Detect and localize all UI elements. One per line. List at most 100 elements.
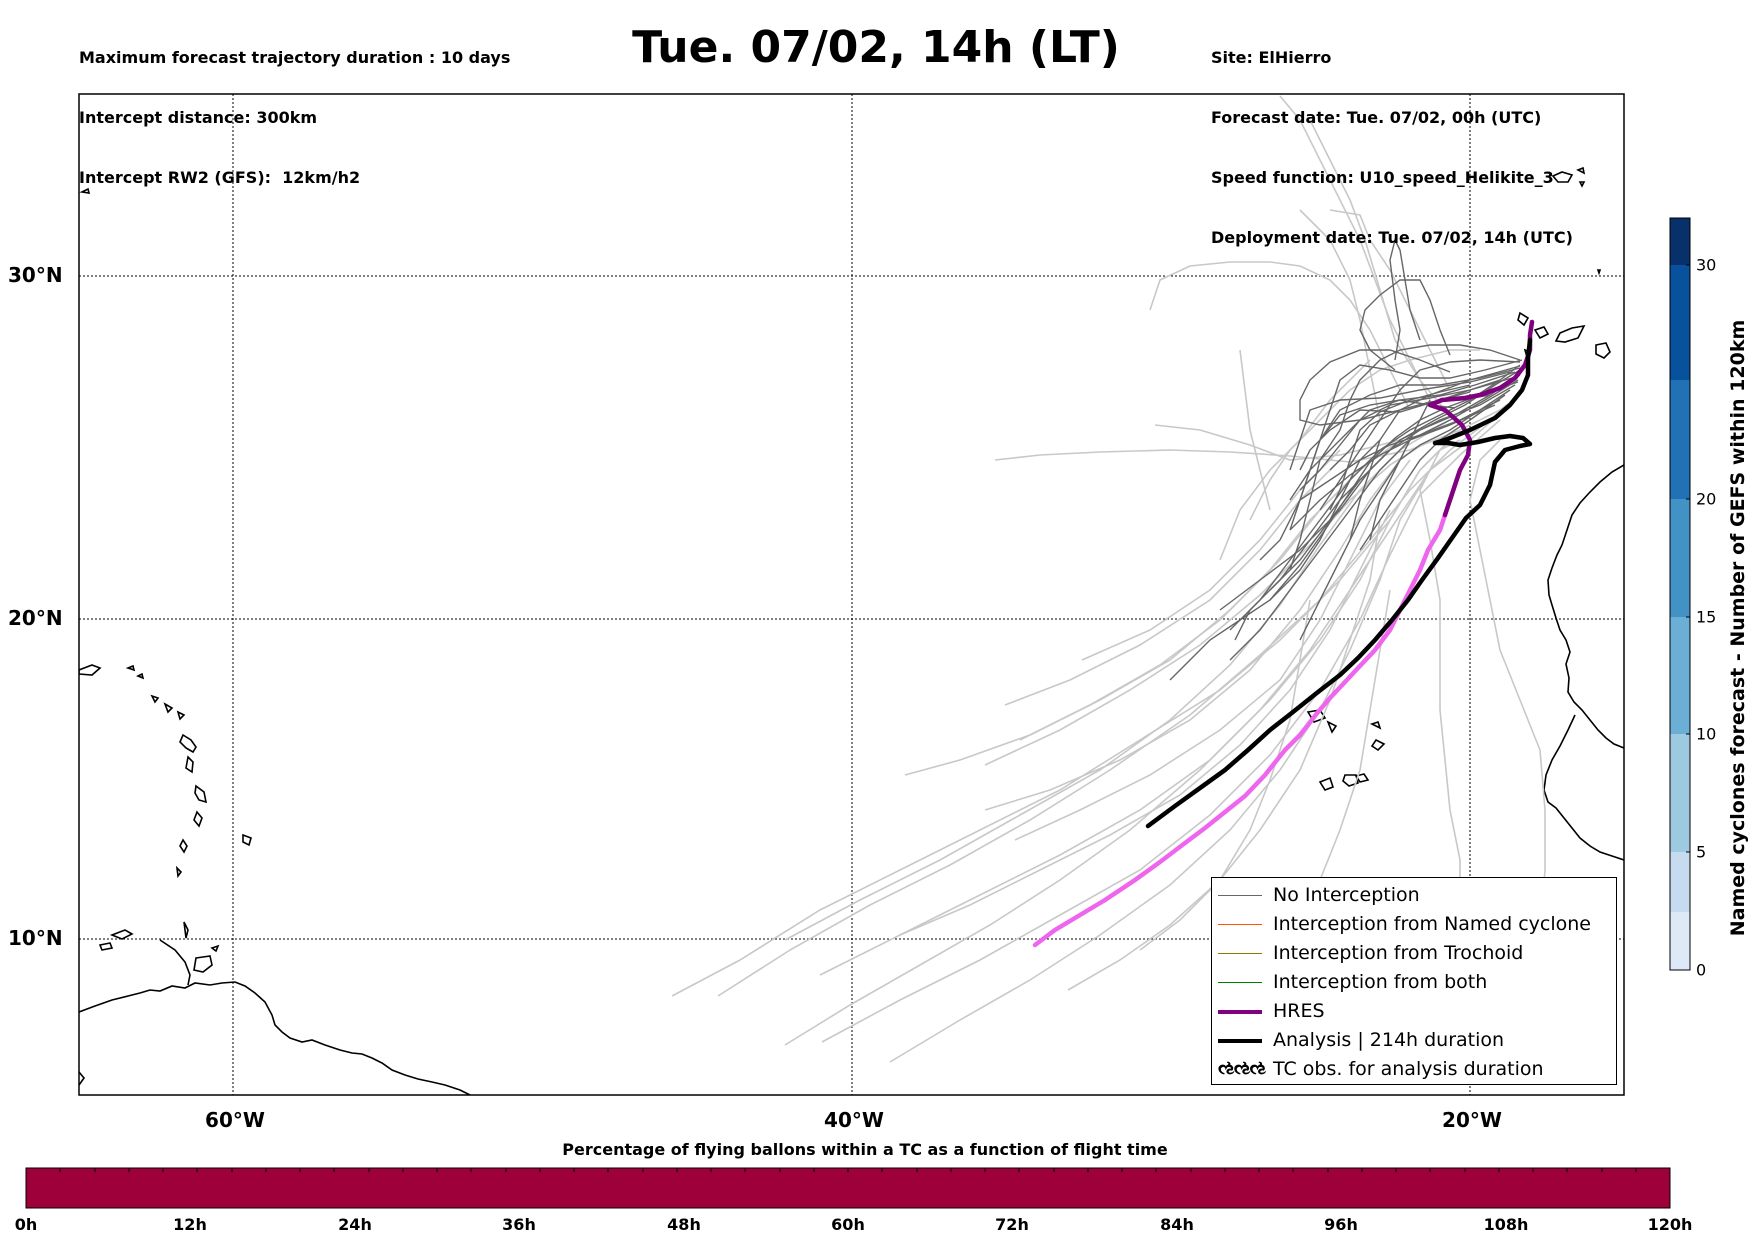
trajectory-dark [1319, 359, 1523, 441]
trajectory-light [1004, 459, 1341, 706]
colorbar-frame [1669, 217, 1691, 971]
colorbar-segment-1 [1670, 852, 1690, 912]
trajectory-light [1279, 95, 1431, 401]
trajectory-dark [1339, 344, 1521, 431]
lat-label-30n: 30°N [8, 263, 63, 287]
ensemble-trajectories-light [671, 95, 1546, 1063]
intercept-rw2-text: Intercept RW2 (GFS): 12km/h2 [79, 168, 361, 187]
time-tick-label: 36h [502, 1215, 536, 1234]
trajectory-dark [1299, 389, 1511, 641]
max-duration-text: Maximum forecast trajectory duration : 1… [79, 48, 511, 67]
trajectory-light [994, 429, 1461, 463]
coast-madeira-2 [1576, 166, 1586, 188]
coast-barbados [242, 833, 252, 847]
time-tick-label: 60h [831, 1215, 865, 1234]
coast-cape-verde-6 [1318, 776, 1335, 791]
time-tick-label: 12h [173, 1215, 207, 1234]
time-tick-label: 0h [14, 1215, 38, 1234]
colorbar-segment-7 [1670, 218, 1690, 265]
hres-trajectory-tail [1032, 512, 1448, 948]
coast-africa [1547, 464, 1624, 749]
colorbar-segment-2 [1670, 734, 1690, 852]
colorbar-tick-label: 0 [1696, 960, 1707, 980]
trajectory-dark [1299, 379, 1501, 471]
time-tick-label: 24h [338, 1215, 372, 1234]
speed-function-text: Speed function: U10_speed_Helikite_3 [1211, 168, 1554, 187]
coast-trinidad [193, 955, 213, 973]
colorbar-segment-0 [1670, 912, 1690, 970]
lat-label-10n: 10°N [8, 926, 63, 950]
gridlines [79, 94, 1624, 1095]
legend-label: TC obs. for analysis duration [1273, 1058, 1544, 1080]
coast-bermuda [79, 187, 91, 194]
legend-label: Interception from Named cyclone [1273, 913, 1591, 935]
legend-item-trochoid: Interception from Trochoid [1212, 940, 1616, 969]
colorbar [1669, 217, 1691, 971]
trajectory-dark [1359, 394, 1506, 551]
trajectory-light [819, 429, 1461, 976]
trajectory-light [1014, 459, 1411, 841]
coast-selvagens [1596, 269, 1602, 276]
legend-label: Interception from Trochoid [1273, 942, 1524, 964]
trajectory-dark [1359, 279, 1451, 371]
coast-cape-verde-5 [1342, 774, 1359, 787]
trajectory-light [1329, 209, 1451, 391]
coast-st-vincent [179, 838, 188, 854]
trajectory-dark [1259, 399, 1456, 561]
trajectory-light [1239, 349, 1271, 511]
time-bar-title: Percentage of flying ballons within a TC… [562, 1140, 1168, 1159]
colorbar-label: Named cyclones forecast - Number of GEFS… [1727, 319, 1749, 937]
legend-label: HRES [1273, 1000, 1325, 1022]
colorbar-tick-label: 10 [1696, 724, 1717, 744]
coast-antigua [163, 702, 186, 721]
legend-swatch [1218, 895, 1262, 896]
trajectory-light [1469, 439, 1546, 931]
trajectory-light [1299, 209, 1381, 421]
time-tick-label: 84h [1160, 1215, 1194, 1234]
coast-puerto-rico [79, 664, 102, 676]
coast-cape-verde-7 [1354, 773, 1370, 783]
colorbar-tick-label: 15 [1696, 607, 1717, 627]
legend-swatch [1218, 924, 1262, 925]
time-tick-label: 120h [1647, 1215, 1693, 1234]
colorbar-tick-label: 30 [1696, 255, 1717, 275]
header-left-info: Maximum forecast trajectory duration : 1… [79, 8, 510, 208]
trajectory-dark [1289, 404, 1496, 531]
page-title: Tue. 07/02, 14h (LT) [632, 22, 1120, 73]
trajectory-light [1249, 349, 1480, 521]
coast-cape-verde-2 [1326, 720, 1338, 734]
trajectory-dark [1369, 399, 1431, 541]
legend-swatch [1218, 982, 1262, 983]
lon-label-40w: 40°W [824, 1108, 884, 1132]
legend-item-named-cyclone: Interception from Named cyclone [1212, 911, 1616, 940]
coast-dominica [185, 755, 194, 774]
forecast-date-text: Forecast date: Tue. 07/02, 00h (UTC) [1211, 108, 1542, 127]
trajectory-dark [1289, 371, 1511, 471]
colorbar-segment-4 [1670, 499, 1690, 617]
time-bar [25, 1167, 1671, 1209]
legend-item-both: Interception from both [1212, 969, 1616, 998]
trajectory-light [1419, 439, 1461, 900]
trajectory-light [984, 459, 1401, 811]
legend-swatch [1218, 953, 1262, 954]
coast-canary-3 [1554, 324, 1586, 343]
coast-isla-margarita [109, 929, 134, 940]
legend-swatch [1218, 1010, 1262, 1014]
colorbar-tick-label: 5 [1696, 842, 1707, 862]
coast-grenada [175, 865, 183, 879]
site-text: Site: ElHierro [1211, 48, 1332, 67]
coast-venezuela-coast [159, 939, 191, 986]
lon-label-60w: 60°W [205, 1108, 265, 1132]
legend-item-analysis: Analysis | 214h duration [1212, 1027, 1616, 1056]
legend-label: Interception from both [1273, 971, 1488, 993]
trajectory-light [821, 419, 1501, 1043]
trajectory-light [1154, 424, 1401, 461]
coast-madeira [1551, 171, 1574, 183]
coast-canary-4 [1595, 342, 1611, 359]
coast-martinique [194, 784, 208, 804]
trajectory-dark [1289, 429, 1341, 571]
coast-st-lucia [193, 810, 203, 828]
trajectory-light [784, 419, 1451, 941]
header-right-info: Site: ElHierro Forecast date: Tue. 07/02… [1211, 8, 1573, 268]
